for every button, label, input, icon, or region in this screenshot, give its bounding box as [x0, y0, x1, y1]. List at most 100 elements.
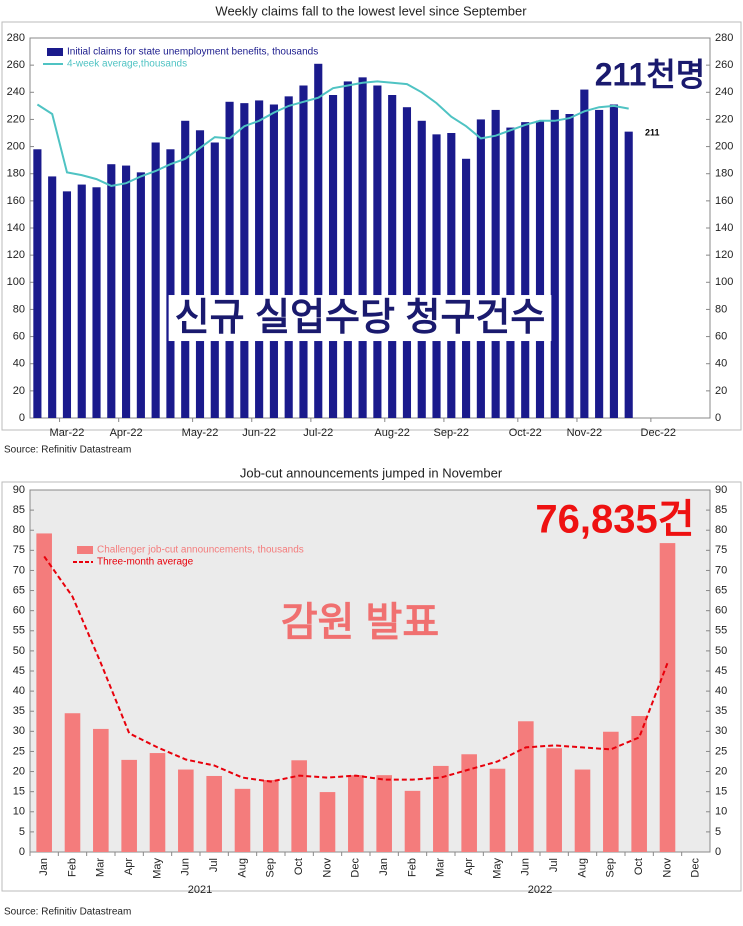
bar: [299, 85, 308, 418]
y2-tick-label: 160: [715, 195, 733, 207]
y-tick-label: 45: [13, 665, 25, 677]
x-tick-label: Sep: [265, 858, 277, 878]
bar: [291, 760, 307, 852]
bar: [314, 63, 323, 419]
line: [36, 80, 629, 187]
bar: [518, 721, 534, 852]
y-tick-label: 140: [7, 222, 25, 234]
bar: [417, 120, 426, 419]
y-tick-label: 75: [13, 544, 25, 556]
bar: [343, 81, 352, 418]
y-tick-label: 40: [13, 685, 25, 697]
y2-tick-label: 180: [715, 168, 733, 180]
y2-tick-label: 200: [715, 140, 733, 152]
y-tick-label: 20: [13, 385, 25, 397]
x-tick-label: Sep-22: [434, 427, 469, 439]
y2-tick-label: 220: [715, 113, 733, 125]
bar: [476, 119, 485, 418]
bar: [603, 731, 619, 852]
y-tick-label: 15: [13, 786, 25, 798]
x-tick-label: Jan: [378, 858, 390, 876]
x-tick-label: Oct-22: [509, 427, 542, 439]
x-tick-label: Aug: [236, 858, 248, 878]
x-tick-label: Dec: [690, 858, 702, 878]
x-group-label: 2021: [188, 884, 212, 896]
annotation: 76,835건: [535, 498, 694, 542]
y2-tick-label: 30: [715, 725, 727, 737]
x-tick-label: Jun: [180, 858, 192, 876]
x-tick-label: Mar: [95, 858, 107, 877]
bar: [328, 95, 338, 418]
x-tick-label: Nov: [321, 858, 333, 878]
bar: [358, 77, 367, 418]
bar: [506, 127, 515, 419]
y-tick-label: 10: [13, 806, 25, 818]
y2-tick-label: 120: [715, 249, 733, 261]
y2-tick-label: 35: [715, 705, 727, 717]
bar: [166, 149, 175, 419]
x-tick-label: Apr: [123, 858, 135, 875]
bar: [402, 107, 412, 418]
y-tick-label: 5: [19, 826, 25, 838]
bar: [136, 172, 145, 418]
y2-tick-label: 40: [715, 685, 727, 697]
x-tick-label: Aug: [576, 858, 588, 878]
bar: [521, 122, 530, 419]
bar: [151, 142, 160, 418]
bar: [121, 759, 137, 852]
bar: [580, 89, 589, 419]
bar: [210, 142, 219, 418]
y2-tick-label: 50: [715, 645, 727, 657]
x-tick-label: Sep: [605, 858, 617, 878]
bar: [122, 165, 131, 418]
x-tick-label: Dec: [350, 858, 362, 878]
y2-tick-label: 55: [715, 625, 727, 637]
x-group-label: 2022: [528, 884, 552, 896]
y-tick-label: 80: [13, 303, 25, 315]
y-tick-label: 60: [13, 330, 25, 342]
y2-tick-label: 75: [715, 544, 727, 556]
y2-tick-label: 10: [715, 806, 727, 818]
annotation: 감원 발표: [281, 601, 439, 645]
bar: [77, 184, 86, 418]
source: Source: Refinitiv Datastream: [4, 907, 131, 918]
plot-area: [29, 37, 711, 419]
x-tick-label: Jul-22: [303, 427, 333, 439]
y-tick-label: 60: [13, 605, 25, 617]
y2-tick-label: 0: [715, 412, 721, 424]
x-tick-label: Apr-22: [110, 427, 143, 439]
y-tick-label: 260: [7, 59, 25, 71]
legend-label: Initial claims for state unemployment be…: [67, 47, 318, 58]
bar: [263, 780, 279, 852]
y2-tick-label: 5: [715, 826, 721, 838]
panel-frame: [1, 481, 742, 892]
chart-title: Weekly claims fall to the lowest level s…: [215, 3, 527, 18]
y2-tick-label: 90: [715, 484, 727, 496]
y2-tick-label: 60: [715, 605, 727, 617]
y2-tick-label: 0: [715, 846, 721, 858]
x-tick-label: Nov-22: [567, 427, 602, 439]
bar: [432, 134, 441, 418]
y2-tick-label: 65: [715, 584, 727, 596]
y2-tick-label: 85: [715, 504, 727, 516]
x-tick-label: Apr: [463, 858, 475, 875]
bar: [550, 109, 559, 418]
y-tick-label: 20: [13, 765, 25, 777]
y-tick-label: 0: [19, 846, 25, 858]
bar: [33, 149, 42, 419]
y-tick-label: 65: [13, 584, 25, 596]
legend-label: Challenger job-cut announcements, thousa…: [97, 545, 304, 556]
bar: [659, 543, 676, 852]
x-tick-label: Dec-22: [641, 427, 676, 439]
bar: [624, 131, 633, 418]
bar: [149, 753, 166, 852]
y-tick-label: 200: [7, 140, 25, 152]
panel-frame: [1, 21, 742, 431]
y2-tick-label: 140: [715, 222, 733, 234]
x-tick-label: Mar: [435, 858, 447, 877]
bar: [178, 769, 194, 852]
bar: [234, 788, 251, 852]
y2-tick-label: 80: [715, 303, 727, 315]
x-tick-label: Nov: [661, 858, 673, 878]
legend-swatch: [47, 48, 63, 56]
